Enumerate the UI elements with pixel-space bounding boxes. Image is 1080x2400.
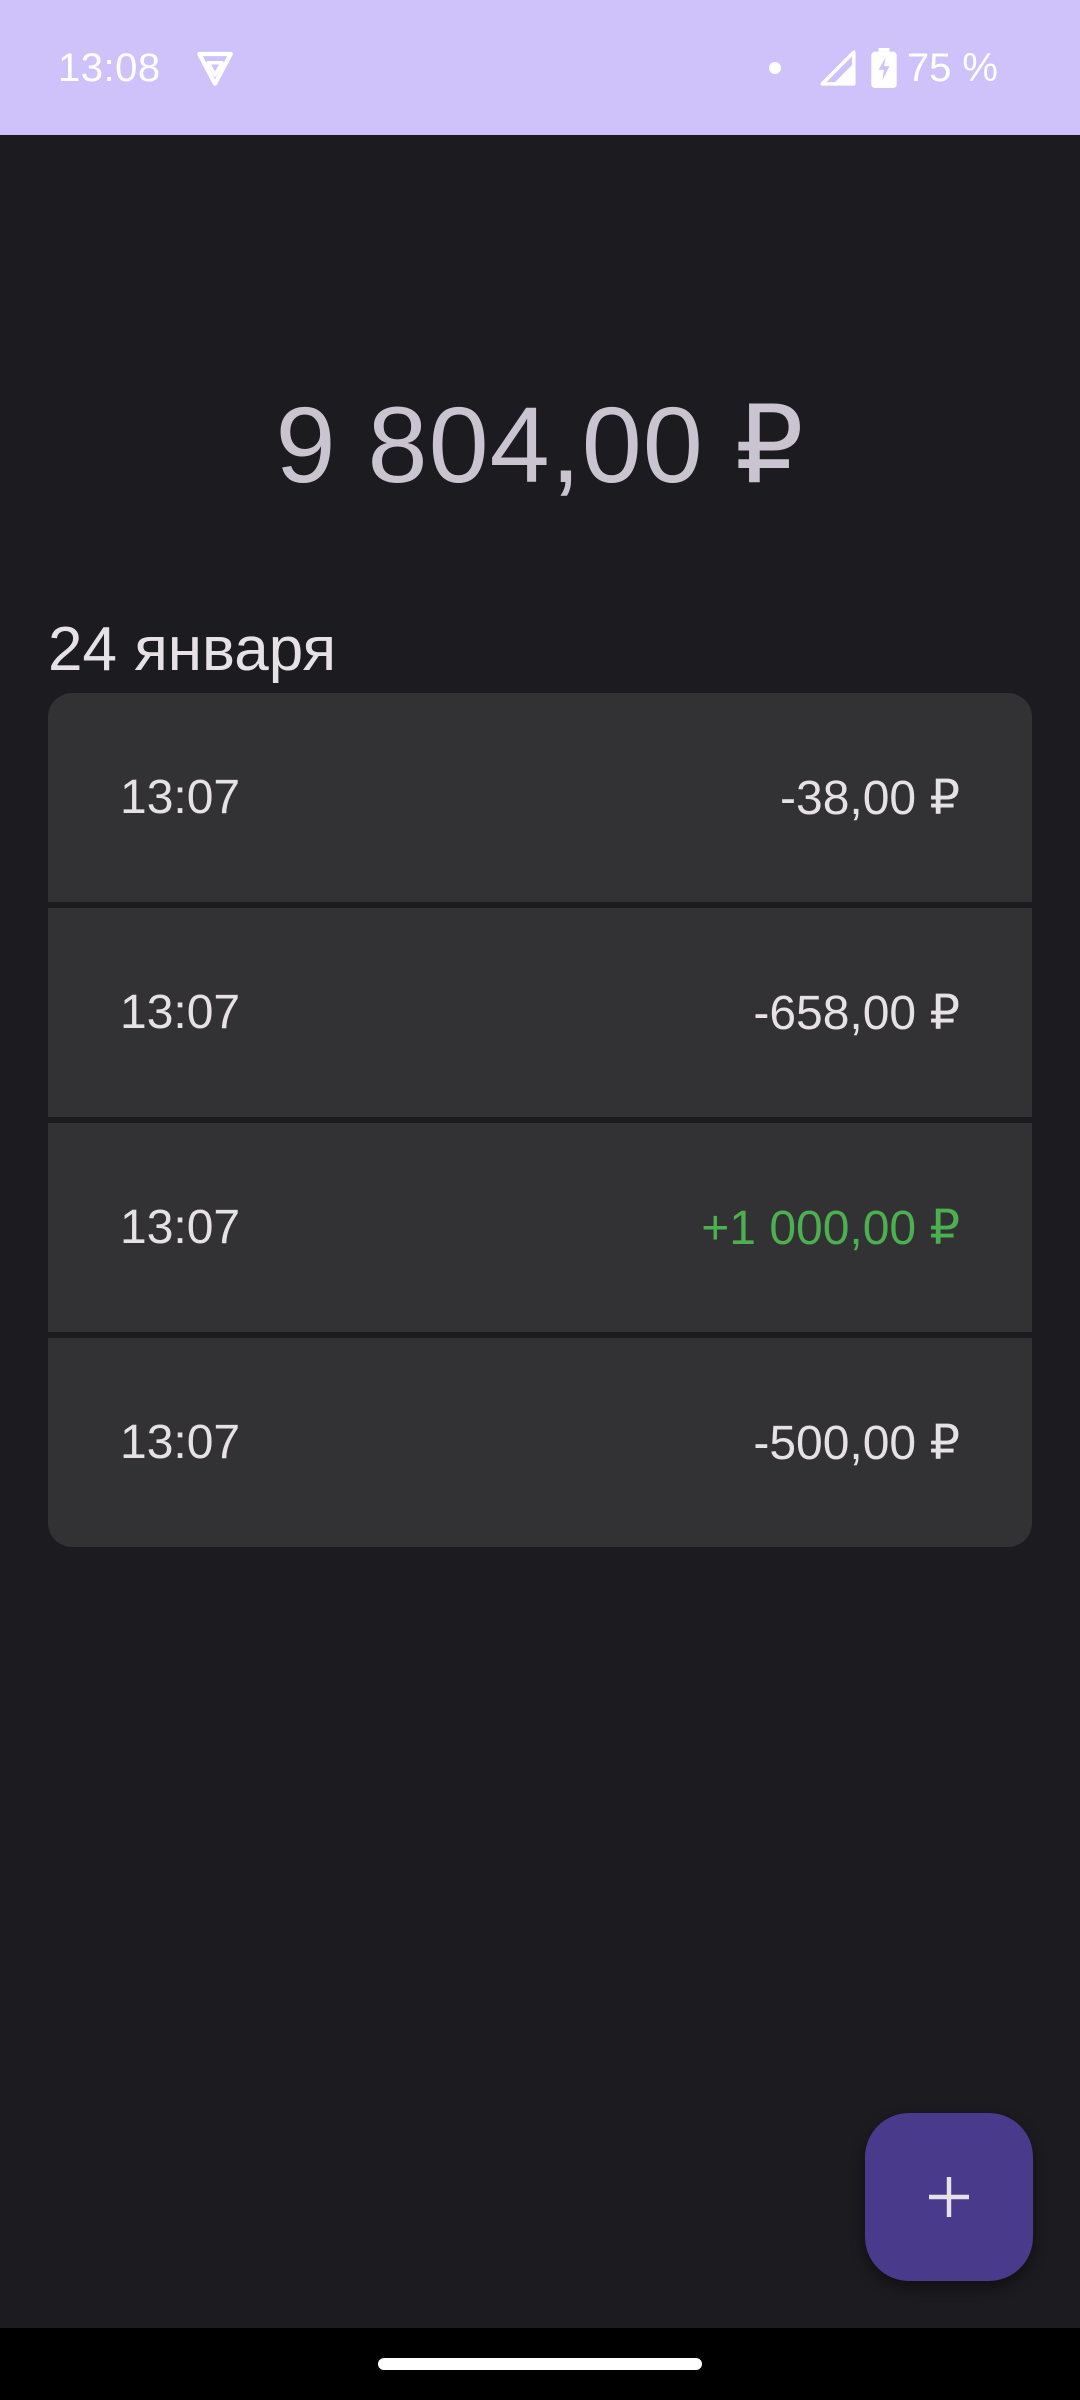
transaction-time: 13:07 [120, 771, 241, 824]
transaction-row[interactable]: 13:07 -658,00 ₽ [48, 908, 1032, 1117]
transaction-time: 13:07 [120, 1201, 241, 1254]
status-time: 13:08 [58, 46, 161, 90]
transaction-amount: -658,00 ₽ [753, 986, 960, 1040]
add-transaction-button[interactable] [865, 2113, 1033, 2281]
transaction-time: 13:07 [120, 1416, 241, 1469]
notification-dot-icon [768, 62, 781, 74]
transaction-amount: -500,00 ₽ [753, 1416, 960, 1470]
transaction-amount-income: +1 000,00 ₽ [701, 1201, 960, 1255]
transaction-row[interactable]: 13:07 +1 000,00 ₽ [48, 1123, 1032, 1332]
battery-percentage: 75 % [906, 46, 998, 90]
system-navigation-bar [0, 2328, 1080, 2400]
transaction-amount: -38,00 ₽ [780, 771, 960, 825]
transaction-row[interactable]: 13:07 -38,00 ₽ [48, 693, 1032, 902]
vpn-shield-icon [197, 51, 233, 86]
date-group-header: 24 января [48, 615, 337, 684]
plus-icon [929, 2177, 969, 2217]
transaction-time: 13:07 [120, 986, 241, 1039]
total-balance: 9 804,00 ₽ [275, 384, 805, 505]
transaction-list: 13:07 -38,00 ₽ 13:07 -658,00 ₽ 13:07 +1 … [48, 693, 1032, 1547]
status-indicators: 75 % [768, 42, 998, 94]
status-bar: 13:08 75 % [0, 0, 1080, 135]
transaction-row[interactable]: 13:07 -500,00 ₽ [48, 1338, 1032, 1547]
home-gesture-handle[interactable] [378, 2358, 702, 2370]
battery-charging-icon [871, 48, 897, 88]
cell-signal-icon [820, 50, 856, 86]
